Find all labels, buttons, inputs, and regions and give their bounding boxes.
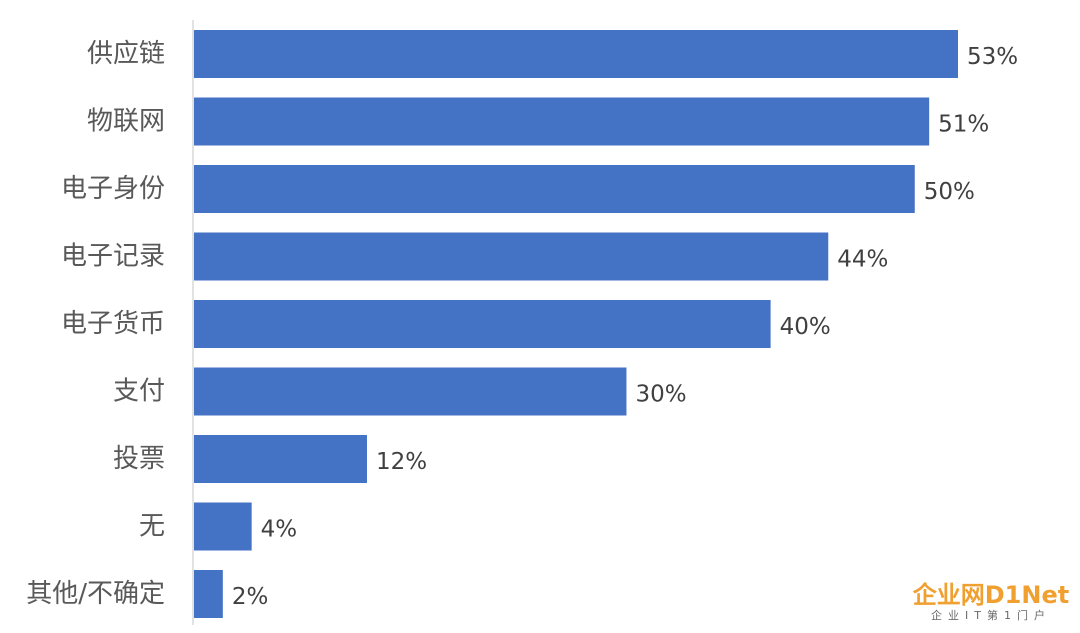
bar-3 (194, 232, 829, 281)
value-label-1: 51% (938, 112, 989, 138)
bar-1 (194, 97, 930, 146)
category-label-4: 电子货币 (61, 309, 165, 339)
category-label-3: 电子记录 (61, 242, 165, 272)
bar-0 (194, 30, 958, 78)
value-label-8: 2% (232, 584, 269, 610)
watermark-main-text: 企业网D1Net (912, 581, 1070, 609)
bar-5 (194, 367, 627, 416)
value-label-6: 12% (376, 449, 427, 475)
bar-6 (194, 435, 367, 483)
value-label-2: 50% (924, 179, 975, 205)
value-label-3: 44% (837, 247, 888, 273)
category-label-6: 投票 (113, 444, 165, 474)
value-label-4: 40% (780, 314, 831, 340)
value-label-5: 30% (635, 382, 686, 408)
category-label-7: 无 (139, 512, 165, 542)
watermark-logo: 企业网D1Net 企业IT第1门户 (906, 581, 1076, 631)
bar-2 (194, 165, 915, 213)
category-label-8: 其他/不确定 (26, 579, 165, 609)
bar-7 (194, 502, 252, 551)
watermark-sub-text: 企业IT第1门户 (931, 609, 1051, 622)
value-label-7: 4% (261, 517, 298, 543)
category-label-2: 电子身份 (61, 174, 165, 204)
category-label-5: 支付 (113, 377, 165, 407)
value-label-0: 53% (967, 44, 1018, 70)
bar-4 (194, 300, 771, 348)
category-label-0: 供应链 (87, 39, 165, 69)
bar-8 (194, 570, 223, 618)
category-label-1: 物联网 (87, 107, 165, 137)
